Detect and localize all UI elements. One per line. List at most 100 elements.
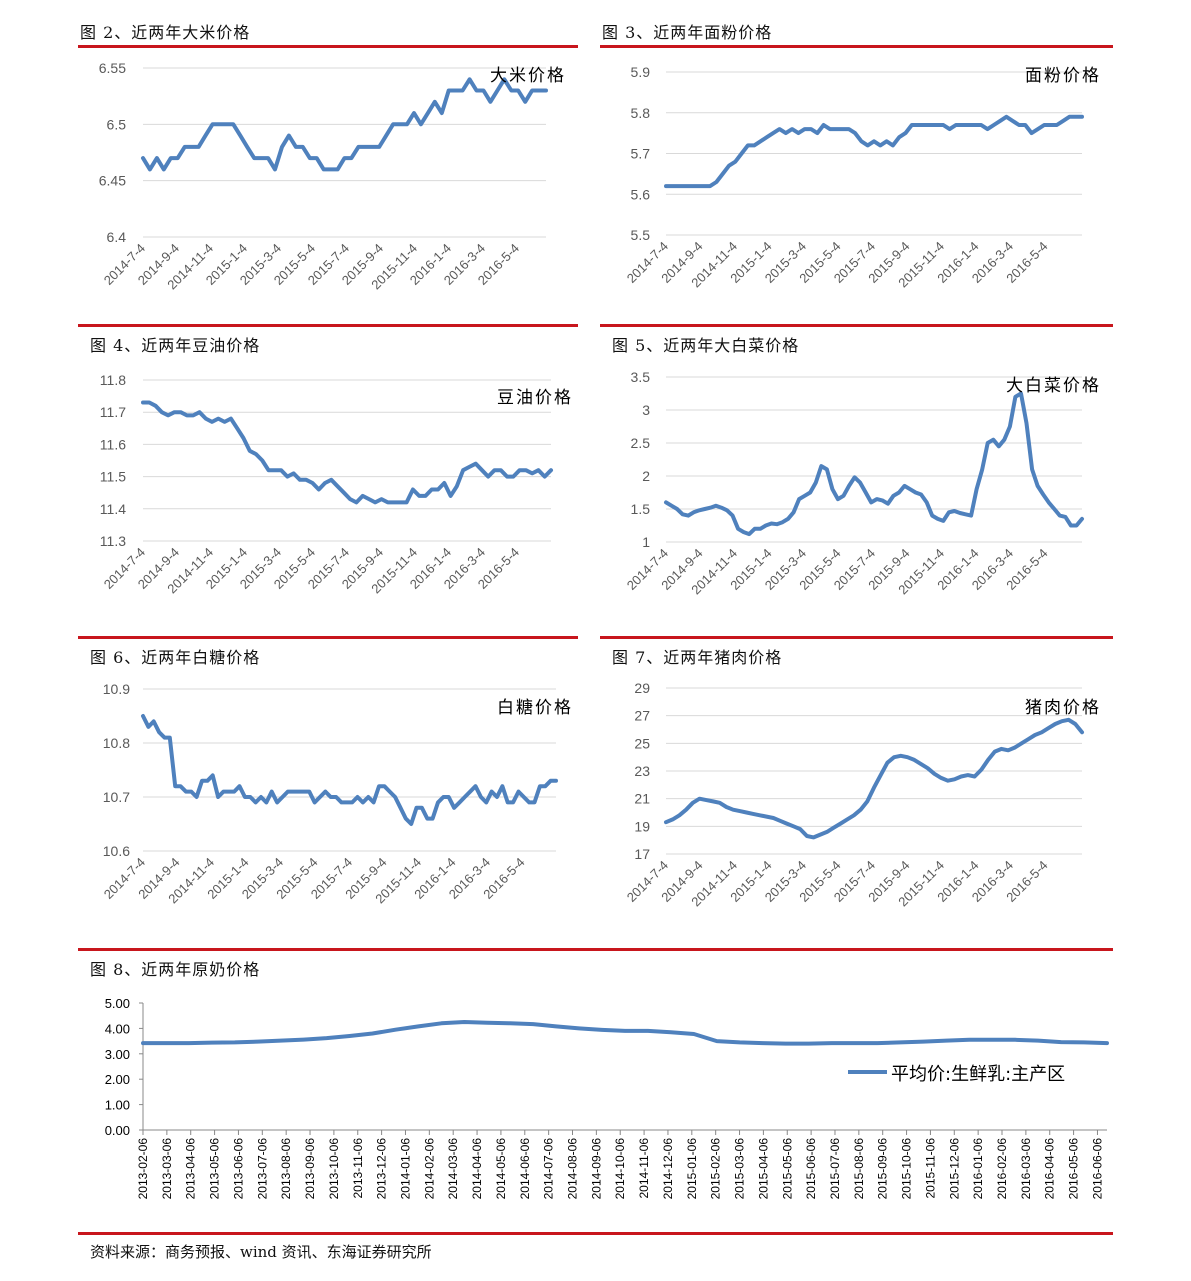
x-tick-label: 2014-08-06 xyxy=(566,1138,580,1200)
series-line-pork xyxy=(664,717,1084,840)
x-tick-label: 2015-11-06 xyxy=(923,1138,937,1199)
y-tick-label: 4.00 xyxy=(105,1021,130,1036)
legend-label: 白糖价格 xyxy=(497,698,573,718)
series-line-soyoil xyxy=(141,400,553,505)
divider xyxy=(600,636,1113,639)
x-tick-label: 2015-04-06 xyxy=(756,1138,770,1200)
y-tick-label: 1.5 xyxy=(631,501,651,517)
x-tick-label: 2016-05-06 xyxy=(1067,1138,1081,1200)
chart-title-pork: 图 7、近两年猪肉价格 xyxy=(612,648,783,667)
y-tick-label: 10.9 xyxy=(103,681,130,697)
x-tick-label: 2013-06-06 xyxy=(231,1138,245,1200)
y-tick-label: 11.7 xyxy=(100,404,126,420)
y-tick-label: 5.8 xyxy=(631,105,651,121)
x-tick-label: 2016-04-06 xyxy=(1043,1138,1057,1200)
y-tick-label: 1 xyxy=(642,534,650,550)
y-tick-label: 23 xyxy=(634,763,650,779)
x-tick-label: 2013-03-06 xyxy=(160,1138,174,1200)
x-tick-label: 2014-07-06 xyxy=(542,1138,556,1200)
y-tick-label: 11.4 xyxy=(100,501,126,517)
y-tick-label: 5.7 xyxy=(631,146,651,162)
legend-label: 平均价:生鲜乳:主产区 xyxy=(891,1064,1065,1085)
y-tick-label: 2.00 xyxy=(105,1072,130,1087)
y-tick-label: 0.00 xyxy=(105,1123,130,1138)
x-tick-label: 2014-06-06 xyxy=(518,1138,532,1200)
x-tick-label: 2015-10-06 xyxy=(900,1138,914,1200)
x-tick-label: 2015-09-06 xyxy=(876,1138,890,1200)
x-tick-label: 2016-03-06 xyxy=(1019,1138,1033,1200)
chart-title-flour: 图 3、近两年面粉价格 xyxy=(602,23,773,42)
y-tick-label: 3.5 xyxy=(631,369,651,385)
x-tick-label: 2014-01-06 xyxy=(398,1138,412,1200)
y-tick-label: 25 xyxy=(634,735,650,751)
series-line-cabbage xyxy=(664,391,1084,537)
y-tick-label: 6.5 xyxy=(107,116,127,132)
x-tick-label: 2016-06-06 xyxy=(1090,1138,1104,1200)
y-tick-label: 3.00 xyxy=(105,1047,130,1062)
x-tick-label: 2014-02-06 xyxy=(422,1138,436,1200)
divider xyxy=(600,45,1113,48)
series-line-flour xyxy=(664,114,1084,189)
y-tick-label: 11.8 xyxy=(100,372,126,388)
x-tick-label: 2013-11-06 xyxy=(351,1138,365,1199)
chart-title-soyoil: 图 4、近两年豆油价格 xyxy=(90,336,261,355)
x-tick-label: 2014-11-06 xyxy=(637,1138,651,1199)
legend-label: 大米价格 xyxy=(490,66,566,86)
chart-title-sugar: 图 6、近两年白糖价格 xyxy=(90,648,261,667)
x-tick-label: 2014-10-06 xyxy=(613,1138,627,1200)
y-tick-label: 21 xyxy=(634,791,650,807)
y-tick-label: 2 xyxy=(642,468,650,484)
x-tick-label: 2013-02-06 xyxy=(136,1138,150,1200)
y-tick-label: 3 xyxy=(642,402,650,418)
y-tick-label: 6.45 xyxy=(99,173,126,189)
legend-label: 猪肉价格 xyxy=(1025,698,1101,718)
series-line-rice xyxy=(141,77,548,172)
x-tick-label: 2013-07-06 xyxy=(255,1138,269,1200)
y-tick-label: 5.00 xyxy=(105,996,130,1011)
x-tick-label: 2013-04-06 xyxy=(184,1138,198,1200)
divider xyxy=(78,324,578,327)
x-tick-label: 2015-07-06 xyxy=(828,1138,842,1200)
legend-label: 面粉价格 xyxy=(1025,66,1101,86)
x-tick-label: 2013-10-06 xyxy=(327,1138,341,1200)
y-tick-label: 11.3 xyxy=(100,533,126,549)
x-tick-label: 2014-03-06 xyxy=(446,1138,460,1200)
x-tick-label: 2015-12-06 xyxy=(947,1138,961,1200)
y-tick-label: 10.8 xyxy=(103,735,130,751)
x-tick-label: 2016-02-06 xyxy=(995,1138,1009,1200)
series-line-sugar xyxy=(141,714,558,826)
legend-label: 豆油价格 xyxy=(497,388,573,408)
x-tick-label: 2015-01-06 xyxy=(685,1138,699,1200)
x-tick-label: 2013-12-06 xyxy=(375,1138,389,1200)
y-tick-label: 19 xyxy=(634,818,650,834)
chart-title-cabbage: 图 5、近两年大白菜价格 xyxy=(612,336,800,355)
series-line-milk xyxy=(141,1020,1109,1046)
y-tick-label: 2.5 xyxy=(631,435,651,451)
divider xyxy=(78,1232,1113,1235)
x-tick-label: 2014-04-06 xyxy=(470,1138,484,1200)
x-tick-label: 2014-12-06 xyxy=(661,1138,675,1200)
x-tick-label: 2015-06-06 xyxy=(804,1138,818,1200)
x-tick-label: 2015-02-06 xyxy=(709,1138,723,1200)
y-tick-label: 11.5 xyxy=(100,469,126,485)
chart-title-milk: 图 8、近两年原奶价格 xyxy=(90,960,261,979)
y-tick-label: 11.6 xyxy=(100,436,126,452)
x-tick-label: 2014-09-06 xyxy=(589,1138,603,1200)
x-tick-label: 2015-08-06 xyxy=(852,1138,866,1200)
chart-title-rice: 图 2、近两年大米价格 xyxy=(80,23,251,42)
x-tick-label: 2014-05-06 xyxy=(494,1138,508,1200)
divider xyxy=(78,45,578,48)
divider xyxy=(78,948,1113,951)
legend-label: 大白菜价格 xyxy=(1006,376,1101,396)
source-note: 资料来源：商务预报、wind 资讯、东海证券研究所 xyxy=(90,1243,432,1261)
divider xyxy=(600,324,1113,327)
y-tick-label: 10.7 xyxy=(103,789,130,805)
x-tick-label: 2015-05-06 xyxy=(780,1138,794,1200)
y-tick-label: 5.6 xyxy=(631,186,651,202)
x-tick-label: 2013-09-06 xyxy=(303,1138,317,1200)
y-tick-label: 29 xyxy=(634,680,650,696)
y-tick-label: 5.5 xyxy=(631,227,651,243)
y-tick-label: 10.6 xyxy=(103,843,130,859)
x-tick-label: 2015-03-06 xyxy=(733,1138,747,1200)
